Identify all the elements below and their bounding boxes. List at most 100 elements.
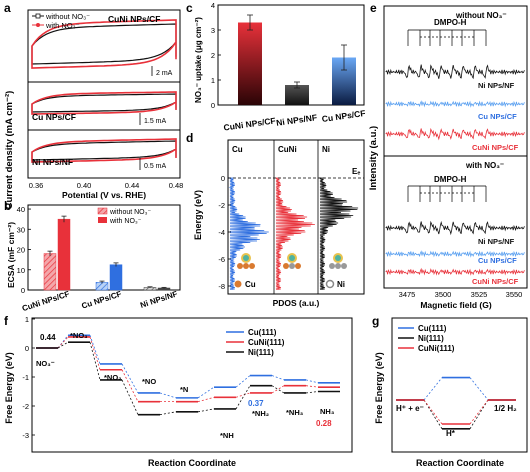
connector — [271, 375, 285, 381]
pdos-curve — [228, 177, 269, 291]
connector — [89, 342, 101, 381]
panel-f-yaxis: 1 0 -1 -2 -3 — [22, 315, 35, 440]
bar — [57, 218, 71, 291]
x-tick: 3550 — [506, 290, 523, 299]
y-tick-label: 3 — [211, 26, 215, 35]
epr-trace — [385, 250, 525, 258]
connector — [469, 399, 489, 430]
y-tick-label: -2 — [218, 201, 225, 210]
panel-letter-f: f — [4, 314, 9, 328]
epr-top-title: without NO₃⁻ — [455, 11, 507, 20]
panel-b-bars — [43, 215, 171, 291]
panel-e-xlabel: Magnetic field (G) — [420, 300, 491, 310]
epr-trace-label: CuNi NPs/CF — [472, 277, 519, 286]
species-label: *NH₂ — [252, 409, 269, 418]
cv-curve-cu-with — [31, 91, 177, 115]
state-label: H⁺ + e⁻ — [396, 404, 424, 413]
panel-letter-g: g — [372, 314, 379, 328]
scale-bar-label-cu: 1.5 mA — [144, 118, 167, 125]
y-tick-label: 1 — [25, 315, 29, 324]
panel-c-yaxis: 0 1 2 3 4 — [211, 1, 221, 110]
panel-b-ylabel: ECSA (mF cm⁻²) — [6, 222, 16, 288]
species-label: NO₃⁻ — [36, 359, 55, 368]
connector — [469, 377, 489, 401]
panel-f-xlabel: Reaction Coordinate — [148, 458, 236, 468]
pdos-col-cu: Cu — [232, 145, 243, 154]
panel-letter-c: c — [186, 1, 193, 15]
panel-a-xticks: 0.36 0.40 0.44 0.48 — [29, 181, 184, 190]
epr-trace-label: CuNi NPs/CF — [472, 143, 519, 152]
epr-trace-label: Cu NPs/CF — [478, 112, 517, 121]
scale-bar-label-ni: 0.5 mA — [144, 163, 167, 170]
structure-cuni-icon — [283, 253, 301, 269]
subplot-title-ni: Ni NPs/NF — [32, 157, 73, 167]
connector — [121, 369, 139, 402]
panel-d-yaxis: 0 -2 -4 -6 -8 — [218, 174, 231, 291]
panel-c-cat: CuNi NPs/CF — [223, 115, 276, 132]
y-tick-label: 0 — [211, 101, 215, 110]
epr-trace-label: Ni NPs/NF — [478, 81, 515, 90]
epr-trace — [385, 220, 525, 236]
panel-d-plot: 0 -2 -4 -6 -8 Cu CuNi Ni Eₑ Cu Ni — [218, 139, 365, 295]
panel-g-plot: Cu(111) Ni(111) CuNi(111) H⁺ + e⁻ H* 1/2… — [391, 317, 528, 453]
connector — [305, 391, 319, 394]
panel-b-yaxis: 0 10 20 30 40 — [17, 205, 31, 295]
connector — [57, 341, 69, 349]
panel-letter-e: e — [370, 1, 377, 15]
pdos-col-cuni: CuNi — [278, 145, 297, 154]
panel-letter-d: d — [186, 131, 193, 145]
species-label: *N — [180, 385, 188, 394]
legend-f-cuni: CuNi(111) — [248, 338, 285, 347]
legend-with-label: with NO₃⁻ — [45, 21, 80, 30]
bar — [285, 85, 309, 105]
structure-ni-icon — [329, 253, 347, 269]
panel-a-ylabel: Current density (mA cm⁻²) — [4, 91, 15, 210]
cv-curve-ni-with — [31, 138, 177, 163]
x-tick: 3525 — [471, 290, 488, 299]
panel-g-xlabel: Reaction Coordinate — [416, 458, 504, 468]
y-tick-label: 0 — [221, 174, 225, 183]
species-label: *NO — [142, 377, 156, 386]
connector — [197, 396, 215, 403]
panel-d-dos — [228, 177, 359, 291]
panel-f-lines — [36, 334, 340, 416]
connector — [159, 411, 177, 416]
connector — [305, 385, 319, 388]
structure-cu-icon — [237, 253, 255, 269]
legend-ni-atom-label: Ni — [337, 280, 345, 289]
species-label: *NH — [220, 431, 234, 440]
species-label: NH₃ — [320, 407, 335, 416]
connector — [89, 335, 101, 365]
panel-c-cat: Cu NPs/CF — [321, 108, 366, 124]
panel-c-plot: 0 1 2 3 4 — [211, 1, 365, 110]
connector — [469, 399, 489, 425]
legend-with-label-b: with NO₃⁻ — [109, 218, 142, 225]
panel-b-plot: 0 10 20 30 40 without NO₃⁻ with NO₃⁻ — [17, 204, 181, 295]
y-tick-label: 2 — [211, 51, 215, 60]
panel-f-plot: 10-1-2-3 Cu(111) CuNi(111) Ni(111) 0.44 … — [22, 315, 353, 453]
x-tick: 0.44 — [125, 181, 140, 190]
panel-c-ylabel: NO₃⁻ uptake (μg cm⁻²) — [194, 17, 203, 103]
x-tick: 0.36 — [29, 181, 44, 190]
x-tick: 3475 — [399, 290, 416, 299]
pdos-curve — [275, 177, 315, 291]
legend-ni-atom-icon — [325, 279, 335, 289]
panel-letter-a: a — [4, 1, 11, 15]
epr-trace — [385, 127, 525, 141]
dmpo-label-bottom: DMPO-H — [434, 175, 467, 184]
y-tick-label: -6 — [218, 255, 225, 264]
connector — [423, 399, 443, 430]
panel-b-cat: CuNi NPs/CF — [21, 289, 71, 313]
state-label: 1/2 H₂ — [494, 404, 517, 413]
connector — [423, 377, 443, 401]
y-tick-label: -4 — [218, 228, 225, 237]
bar — [43, 253, 57, 291]
species-label: *NH₃ — [286, 408, 304, 417]
epr-trace — [385, 100, 525, 108]
annot-044: 0.44 — [40, 333, 56, 342]
bar — [109, 264, 123, 291]
subplot-title-cu: Cu NPs/CF — [32, 112, 76, 122]
legend-g-ni: Ni(111) — [418, 334, 444, 343]
connector — [305, 379, 319, 384]
